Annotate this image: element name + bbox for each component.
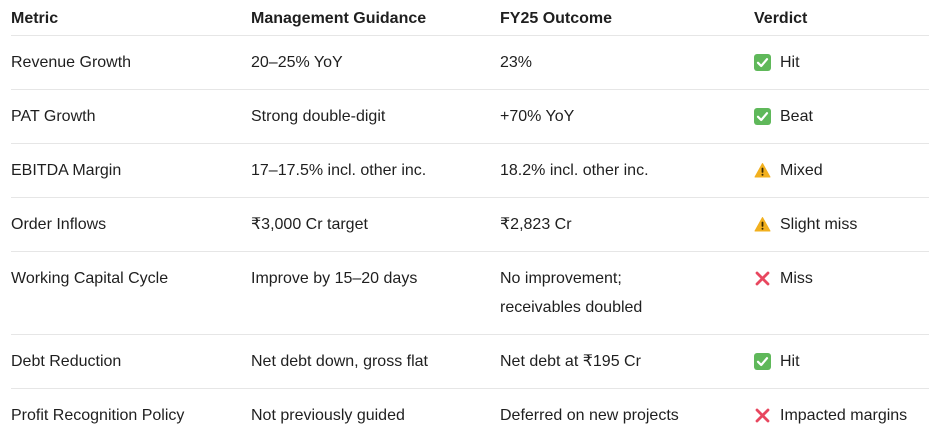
guidance-cell: Not previously guided (251, 407, 405, 424)
table-row: Profit Recognition Policy Not previously … (11, 389, 929, 442)
outcome-cell: Net debt at ₹195 Cr (500, 335, 754, 388)
outcome-line: 18.2% incl. other inc. (500, 162, 649, 179)
metric-cell: Profit Recognition Policy (11, 407, 185, 424)
outcome-line: No improvement; (500, 270, 622, 287)
warning-icon (754, 162, 771, 179)
check-icon (754, 54, 771, 71)
verdict-label: Mixed (780, 162, 823, 179)
metric-cell: Working Capital Cycle (11, 270, 169, 287)
metric-cell: Debt Reduction (11, 353, 122, 370)
outcome-line: +70% YoY (500, 108, 575, 125)
outcome-cell: +70% YoY (500, 90, 754, 143)
column-header-outcome: FY25 Outcome (500, 10, 613, 27)
guidance-cell: Strong double-digit (251, 108, 386, 125)
table-row: Revenue Growth 20–25% YoY 23% Hit (11, 36, 929, 90)
column-header-verdict: Verdict (754, 10, 808, 27)
guidance-cell: Improve by 15–20 days (251, 270, 418, 287)
guidance-cell: Net debt down, gross flat (251, 353, 428, 370)
guidance-cell: 17–17.5% incl. other inc. (251, 162, 427, 179)
outcome-cell: 23% (500, 36, 754, 89)
table-row: PAT Growth Strong double-digit +70% YoY Bea… (11, 90, 929, 144)
verdict-cell: Impacted margins (754, 389, 929, 442)
outcome-line: Net debt at ₹195 Cr (500, 353, 641, 370)
outcome-cell: No improvement; receivables doubled (500, 252, 754, 334)
table-row: Debt Reduction Net debt down, gross flat N… (11, 335, 929, 389)
outcome-line: 23% (500, 54, 533, 71)
guidance-cell: ₹3,000 Cr target (251, 216, 368, 233)
column-header-guidance: Management Guidance (251, 10, 427, 27)
verdict-label: Beat (780, 108, 813, 125)
verdict-label: Impacted margins (780, 407, 908, 424)
table-row: Order Inflows ₹3,000 Cr target ₹2,823 Cr Sl… (11, 198, 929, 252)
guidance-cell: 20–25% YoY (251, 54, 343, 71)
verdict-cell: Slight miss (754, 198, 929, 251)
verdict-label: Hit (780, 353, 800, 370)
metric-cell: Revenue Growth (11, 54, 132, 71)
warning-icon (754, 216, 771, 233)
outcome-cell: 18.2% incl. other inc. (500, 144, 754, 197)
metric-cell: Order Inflows (11, 216, 107, 233)
outcome-line: Deferred on new projects (500, 407, 679, 424)
outcome-line: receivables doubled (500, 299, 643, 316)
verdict-cell: Mixed (754, 144, 929, 197)
metric-cell: PAT Growth (11, 108, 96, 125)
verdict-cell: Miss (754, 252, 929, 334)
check-icon (754, 108, 771, 125)
outcome-line: ₹2,823 Cr (500, 216, 572, 233)
table-header-row: Metric Management Guidance FY25 Outcome … (11, 0, 929, 36)
outcome-cell: ₹2,823 Cr (500, 198, 754, 251)
check-icon (754, 353, 771, 370)
outcome-cell: Deferred on new projects (500, 389, 754, 442)
verdict-cell: Hit (754, 335, 929, 388)
verdict-cell: Hit (754, 36, 929, 89)
verdict-label: Miss (780, 270, 813, 287)
table-row: Working Capital Cycle Improve by 15–20 da… (11, 252, 929, 335)
verdict-label: Hit (780, 54, 800, 71)
column-header-metric: Metric (11, 10, 59, 27)
table-row: EBITDA Margin 17–17.5% incl. other inc. 18… (11, 144, 929, 198)
verdict-label: Slight miss (780, 216, 858, 233)
verdict-cell: Beat (754, 90, 929, 143)
metric-cell: EBITDA Margin (11, 162, 122, 179)
table-body: Revenue Growth 20–25% YoY 23% Hit PAT Growth… (0, 36, 929, 442)
cross-icon (754, 270, 771, 287)
cross-icon (754, 407, 771, 424)
